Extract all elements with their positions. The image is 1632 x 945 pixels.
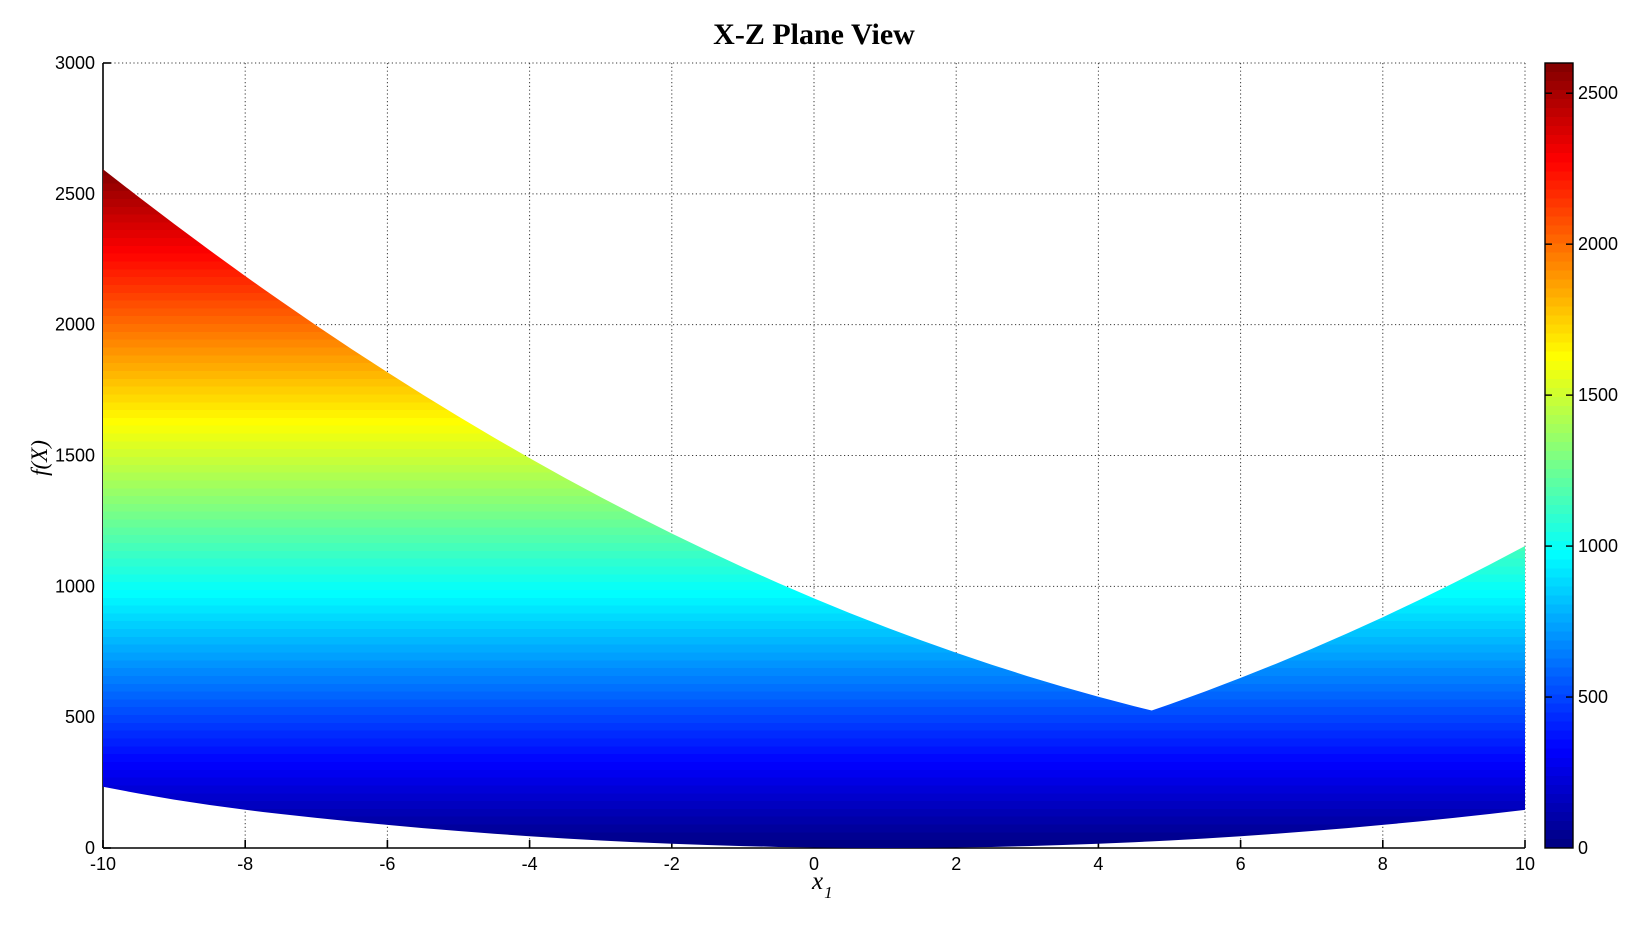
x-tick-label: 2	[951, 854, 961, 874]
x-tick-label: -10	[90, 854, 116, 874]
y-tick-label: 1000	[55, 576, 95, 596]
x-tick-label: 0	[809, 854, 819, 874]
colorbar	[1544, 62, 1574, 849]
x-tick-label: -2	[664, 854, 680, 874]
x-tick-label: 6	[1236, 854, 1246, 874]
x-tick-label: -6	[379, 854, 395, 874]
chart-title: X-Z Plane View	[713, 18, 915, 51]
colorbar-tick-label: 0	[1578, 838, 1588, 858]
y-tick-label: 2500	[55, 184, 95, 204]
x-tick-label: -4	[522, 854, 538, 874]
x-tick-label: 4	[1093, 854, 1103, 874]
y-tick-label: 1500	[55, 446, 95, 466]
colorbar-tick-label: 1500	[1578, 385, 1618, 405]
colorbar-tick-label: 1000	[1578, 536, 1618, 556]
y-tick-label: 0	[85, 838, 95, 858]
y-tick-label: 500	[65, 707, 95, 727]
x-axis-label-base: x	[812, 868, 824, 895]
y-tick-label: 2000	[55, 315, 95, 335]
x-tick-label: 8	[1378, 854, 1388, 874]
x-tick-label: 10	[1515, 854, 1535, 874]
colorbar-tick-label: 2500	[1578, 83, 1618, 103]
colorbar-tick-label: 2000	[1578, 234, 1618, 254]
x-axis-label: x1	[812, 868, 833, 902]
surface-band	[103, 169, 1525, 849]
x-axis-label-subscript: 1	[824, 883, 833, 902]
y-tick-label: 3000	[55, 53, 95, 73]
y-axis-label: f(X)	[27, 440, 52, 476]
colorbar-tick-label: 500	[1578, 687, 1608, 707]
x-tick-label: -8	[237, 854, 253, 874]
